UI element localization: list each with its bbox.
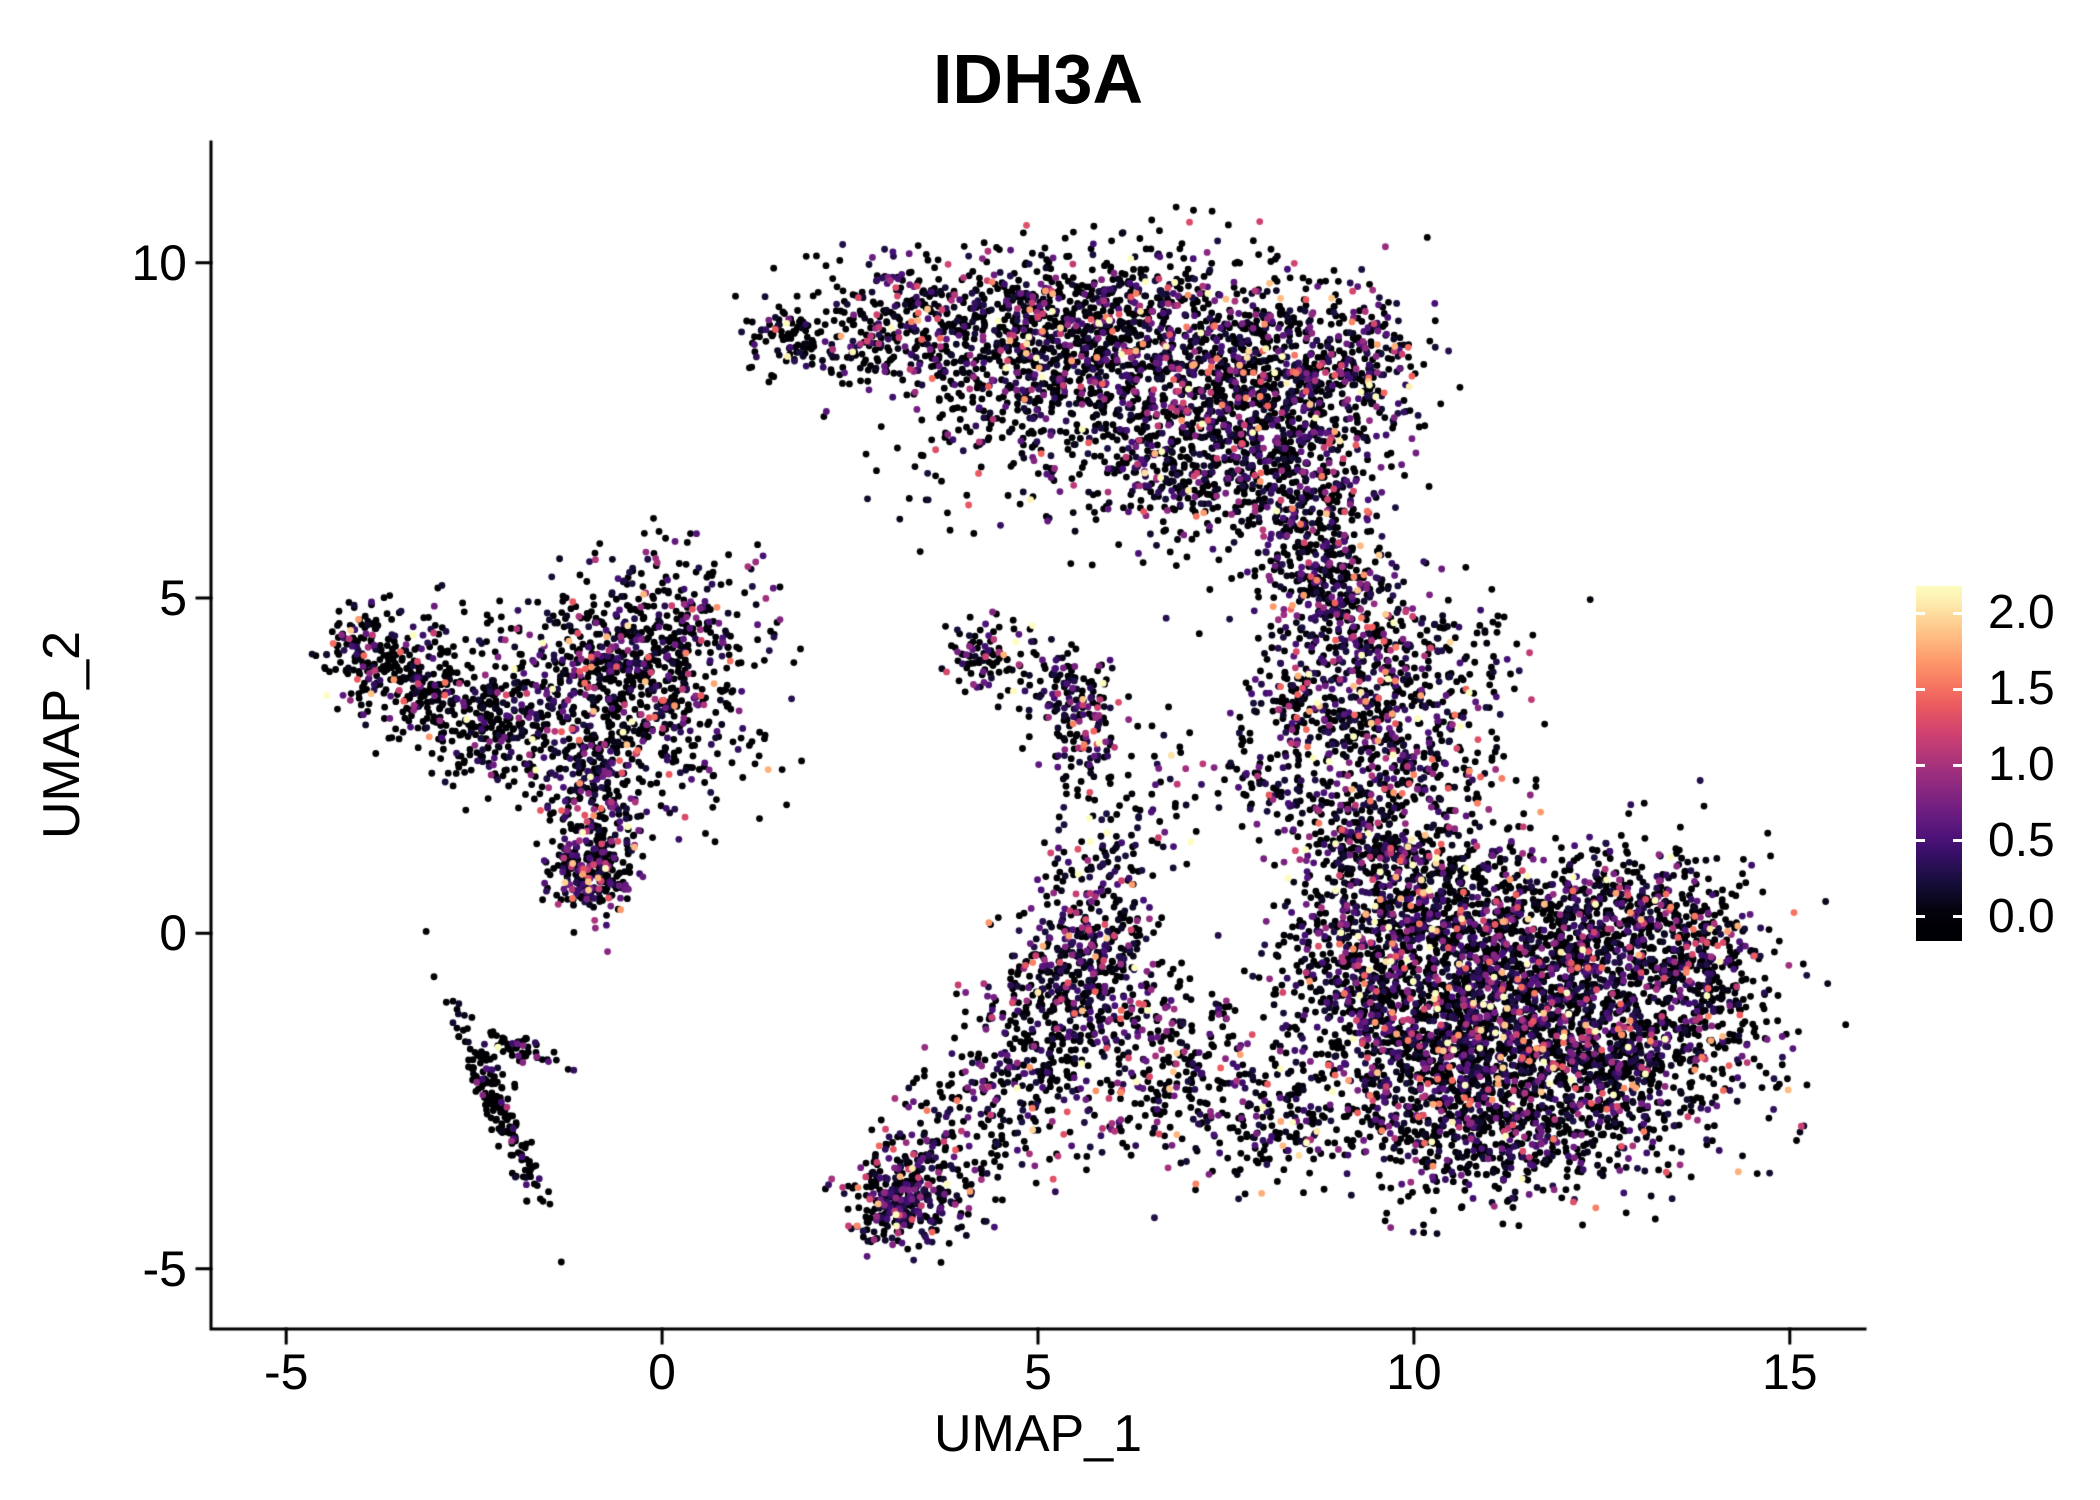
x-tick-label: -5 <box>263 1344 309 1400</box>
colorbar-tick-mark <box>1916 611 1925 615</box>
x-tick-label: 10 <box>1386 1344 1442 1400</box>
colorbar-tick-mark <box>1953 763 1962 767</box>
x-axis-label: UMAP_1 <box>933 1405 1143 1463</box>
colorbar-tick-mark <box>1916 687 1925 691</box>
colorbar-tick-label: 0.0 <box>1988 889 2055 943</box>
x-tick-label: 15 <box>1762 1344 1818 1400</box>
colorbar-tick-mark <box>1953 611 1962 615</box>
colorbar-tick-mark <box>1916 839 1925 843</box>
colorbar-tick-mark <box>1953 915 1962 919</box>
y-tick-label: -5 <box>142 1240 187 1297</box>
colorbar-tick-label: 0.5 <box>1988 813 2055 867</box>
colorbar-gradient <box>1916 586 1962 941</box>
colorbar-tick-label: 1.5 <box>1988 662 2055 716</box>
colorbar-tick-mark <box>1953 687 1962 691</box>
x-tick-label: 0 <box>648 1344 676 1400</box>
colorbar-tick-mark <box>1953 839 1962 843</box>
y-tick-label: 5 <box>159 570 187 627</box>
colorbar-tick-label: 1.0 <box>1988 738 2055 792</box>
y-axis-label: UMAP_2 <box>33 630 91 840</box>
y-tick-label: 10 <box>131 234 187 291</box>
y-tick-label: 0 <box>159 905 187 962</box>
colorbar-tick-mark <box>1916 763 1925 767</box>
colorbar-tick-label: 2.0 <box>1988 586 2055 640</box>
colorbar-tick-mark <box>1916 915 1925 919</box>
x-tick-label: 5 <box>1024 1344 1052 1400</box>
